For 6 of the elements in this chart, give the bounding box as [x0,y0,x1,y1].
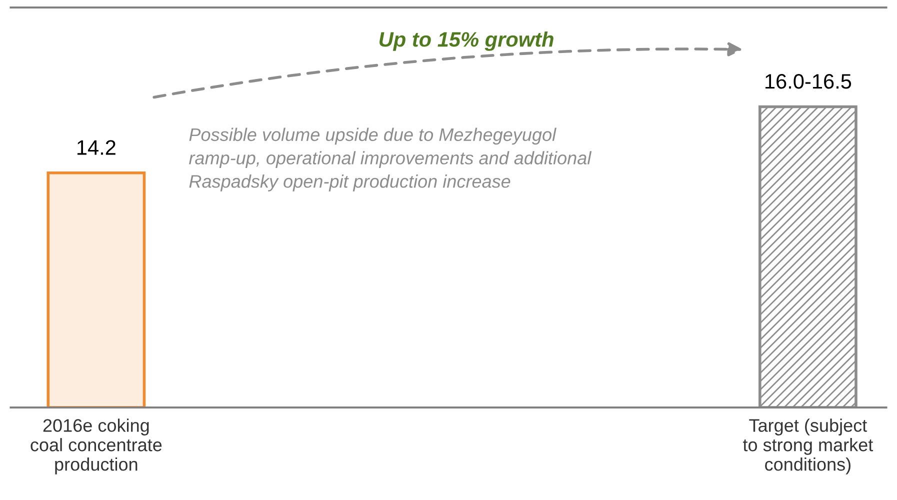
text: 14.2 [77,140,116,155]
x-tick-label: Target (subject to strong market conditions) [742,418,874,474]
x-tick-label: 2016e coking coal concentrate production [30,418,162,474]
text: 16.0-16.5 [766,74,852,89]
text: Up to 15% growth [380,32,554,51]
annotation: Possible volume upside due to Mezhegeyugol ramp-up, operational improvements and additional Raspadsky open-pit production increase [189,128,592,192]
